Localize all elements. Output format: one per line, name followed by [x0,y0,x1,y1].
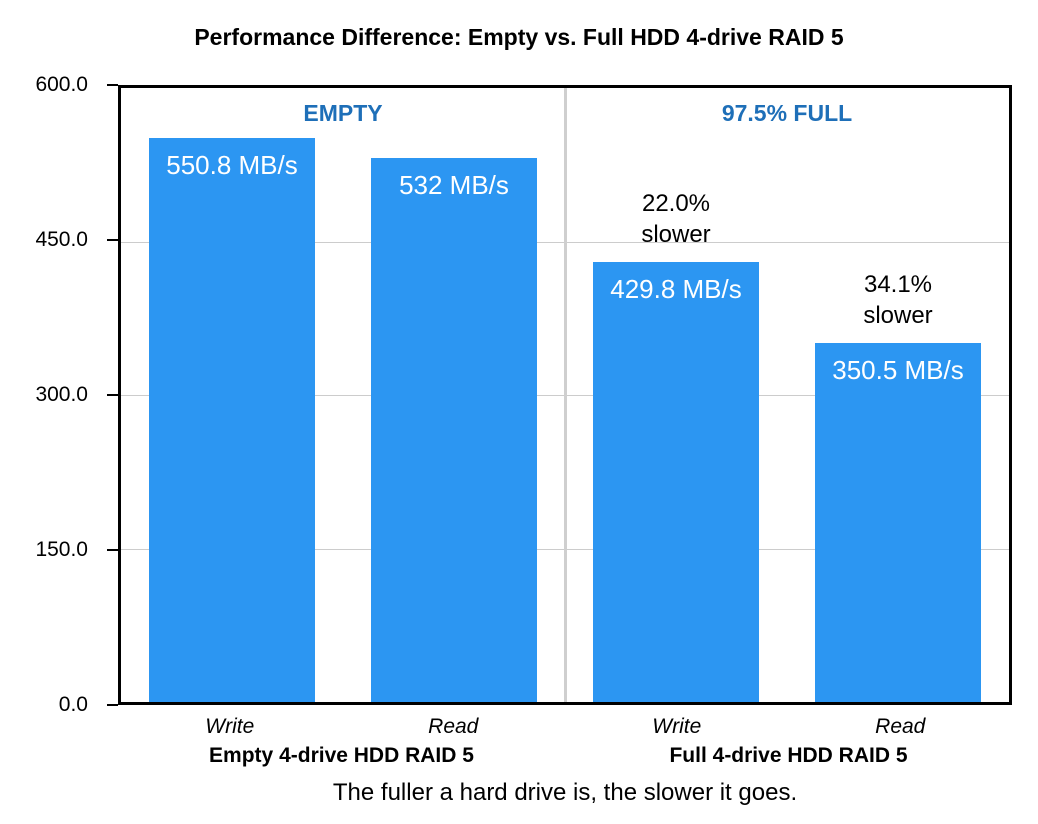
x-label-empty-write: Write [205,715,255,738]
y-axis-tick-mark [107,549,118,551]
y-axis-tick-mark [107,84,118,86]
bar-value-label-full-read: 350.5 MB/s [832,355,964,386]
y-axis-tick-mark [107,394,118,396]
plot-area: EMPTY 97.5% FULL 22.0% slower 34.1% slow… [118,85,1012,705]
bar-full-write: 429.8 MB/s [592,262,760,702]
bar-empty-write: 550.8 MB/s [148,138,316,702]
bar-value-label-empty-read: 532 MB/s [399,169,509,200]
x-label-empty-read: Read [428,715,479,738]
group-label-empty: Empty 4-drive HDD RAID 5 [209,744,474,767]
y-axis-tick-label: 450.0 [35,228,88,251]
group-label-full: Full 4-drive HDD RAID 5 [669,744,908,767]
y-axis-tick-label: 150.0 [35,538,88,561]
y-axis-tick-label: 0.0 [58,693,88,716]
x-label-full-read: Read [875,715,926,738]
y-axis-tick-mark [107,704,118,706]
section-header-full: 97.5% FULL [721,100,853,126]
section-header-empty: EMPTY [303,100,383,126]
bar-empty-read: 532 MB/s [370,157,538,702]
chart-title: Performance Difference: Empty vs. Full H… [194,24,844,50]
bar-value-label-full-write: 429.8 MB/s [610,274,742,305]
chart-caption: The fuller a hard drive is, the slower i… [332,779,798,806]
y-axis-tick-label: 600.0 [35,73,88,96]
bar-full-read: 350.5 MB/s [814,343,982,702]
y-axis-tick-label: 300.0 [35,383,88,406]
y-axis: 600.0 450.0 300.0 150.0 0.0 [0,73,118,716]
y-axis-tick-mark [107,239,118,241]
bar-value-label-empty-write: 550.8 MB/s [166,150,298,181]
section-divider [564,88,567,702]
annotation-full-read-slower: 34.1% slower [863,271,933,330]
x-axis: Write Read Write Read Empty 4-drive HDD … [118,705,1012,777]
annotation-full-write-slower: 22.0% slower [641,190,711,249]
x-label-full-write: Write [652,715,702,738]
